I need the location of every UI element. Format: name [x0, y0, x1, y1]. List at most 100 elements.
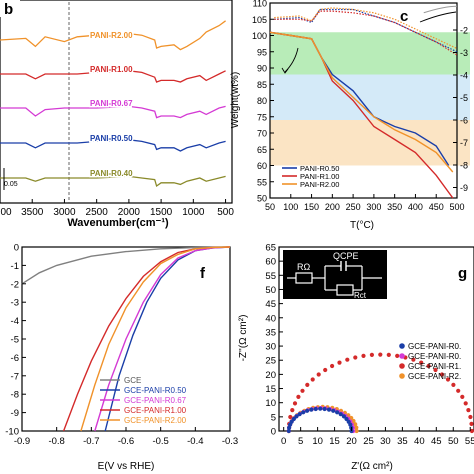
g-ytick-label-0: 65	[265, 243, 276, 254]
panel-f-legend: GCEGCE-PANI-R0.50GCE-PANI-R0.67GCE-PANI-…	[100, 376, 187, 425]
c-rtick-label-1: -3	[460, 48, 468, 58]
f-xtick-label-0: -0.9	[14, 436, 30, 447]
panel-f-xlabel: E(V vs RHE)	[98, 461, 155, 472]
panel-f-xticks: -0.9 -0.8 -0.7 -0.6 -0.5 -0.4 -0.3	[14, 427, 238, 447]
panel-c-bands	[270, 32, 470, 166]
ftir-line-0	[0, 20, 226, 51]
eis-point-2-22	[337, 360, 342, 365]
tga-line-2	[269, 31, 454, 173]
eis-point-2-11	[426, 363, 431, 369]
b-tick-label-6: 1000	[182, 207, 205, 218]
panel-c-curves	[269, 5, 458, 199]
eis-point-2-4	[463, 401, 468, 406]
panel-b-xlabel: Wavenumber(cm⁻¹)	[67, 217, 169, 229]
c-ytick-label-10: 60	[257, 161, 267, 171]
g-xtick-label-3: 15	[329, 436, 340, 447]
eis-point-2-31	[290, 408, 295, 413]
panel-f-yticks: 0 -1 -2 -3 -4 -5 -6 -7 -8 -9 -10	[5, 243, 26, 438]
lsv-line-0	[21, 246, 231, 285]
lsv-line-4	[80, 246, 231, 432]
f-ytick-label-10: -10	[5, 427, 19, 438]
g-xtick-label-2: 10	[312, 436, 323, 447]
g-legend-label-0: GCE-PANI-R0.	[408, 342, 461, 351]
eis-point-2-20	[353, 355, 358, 360]
ftir-label-0: PANI-R2.00	[90, 31, 133, 40]
g-xtick-label-6: 30	[380, 436, 391, 447]
circuit-label-r-omega: RΩ	[297, 262, 310, 272]
eis-point-2-16	[386, 352, 391, 357]
ftir-label-halo-3: PANI-R0.50	[90, 134, 133, 143]
b-tick-label-4: 2000	[118, 207, 141, 218]
eis-point-2-26	[310, 377, 315, 382]
c-xtick-label-3: 200	[325, 202, 340, 212]
panel-b-xticks: 00 3500 3000 2500 2000 1500 1000 500	[0, 199, 234, 218]
f-ytick-label-9: -9	[11, 408, 19, 419]
ftir-line-1	[0, 70, 226, 83]
eis-point-2-8	[445, 377, 451, 382]
eis-point-2-5	[460, 394, 465, 399]
eis-point-2-23	[330, 363, 335, 369]
panel-c-ylabel: Weight(wt%)	[230, 72, 241, 129]
eis-point-2-29	[296, 394, 301, 399]
lsv-line-2	[94, 246, 231, 432]
c-ytick-label-7: 75	[257, 112, 267, 122]
eis-point-2-7	[451, 382, 456, 387]
panel-f: 0-1-2-3-4-5-6-7-8-9-10 -0.9 -0.8 -0.7 -0.6-…	[5, 243, 238, 473]
eis-point-2-3	[466, 408, 471, 413]
g-ytick-label-1: 60	[265, 257, 276, 268]
g-legend-label-2: GCE-PANI-R1.	[408, 362, 461, 371]
panel-c-xticks: 50 100 150 200 250 300 350 400 450 500	[265, 194, 465, 212]
c-rtick-label-4: -6	[460, 116, 468, 126]
f-ytick-label-3: -3	[11, 298, 19, 309]
eis-point-2-32	[288, 414, 293, 420]
eis-point-2-9	[439, 372, 445, 377]
eis-point-2-30	[292, 401, 298, 406]
eis-point-2-19	[361, 353, 366, 358]
ftir-line-3	[0, 139, 226, 152]
ftir-label-2: PANI-R0.67	[90, 99, 133, 108]
f-legend-label-1: GCE-PANI-R0.50	[124, 386, 187, 395]
eis-point-0-13	[309, 407, 314, 412]
c-rtick-label-6: -8	[460, 161, 468, 171]
eis-point-0-21	[287, 425, 292, 430]
c-ytick-label-1: 105	[252, 15, 267, 25]
dtg-gray-line	[423, 5, 458, 14]
f-ytick-label-7: -7	[11, 371, 19, 382]
ftir-label-3: PANI-R0.50	[90, 134, 133, 143]
eis-point-0-12	[313, 406, 318, 412]
c-xtick-label-1: 100	[283, 202, 298, 212]
g-xtick-label-11: 55	[465, 436, 474, 447]
ftir-label-halo-0: PANI-R2.00	[90, 31, 133, 40]
f-xtick-label-2: -0.7	[83, 436, 99, 447]
c-xtick-label-8: 450	[429, 202, 444, 212]
c-legend-label-2: PANI-R2.00	[300, 180, 339, 189]
c-ytick-label-3: 95	[257, 47, 267, 57]
g-xtick-label-9: 45	[431, 436, 442, 447]
g-ytick-label-12: 5	[271, 412, 276, 423]
b-tick-label-3: 2500	[86, 207, 109, 218]
eis-point-2-10	[433, 367, 438, 373]
c-rtick-label-7: -9	[460, 183, 468, 193]
eis-point-2-1	[469, 421, 474, 426]
f-xtick-label-6: -0.3	[222, 436, 238, 447]
panel-g-ylabel: -Z''(Ω cm²)	[238, 315, 249, 362]
g-legend-label-1: GCE-PANI-R0.	[408, 352, 461, 361]
eis-point-2-25	[316, 372, 321, 377]
g-ytick-label-2: 55	[265, 271, 276, 282]
eis-point-0-7	[335, 410, 340, 415]
g-ytick-label-6: 35	[265, 327, 276, 338]
c-xtick-label-2: 150	[304, 202, 319, 212]
c-ytick-label-9: 65	[257, 145, 267, 155]
panel-b-curves	[0, 20, 226, 188]
eis-point-3-1	[354, 425, 359, 430]
g-legend-marker-0	[399, 343, 405, 349]
ftir-label-halo-1: PANI-R1.00	[90, 65, 133, 74]
panel-b-letter: b	[4, 1, 13, 18]
b-tick-label-2: 3000	[53, 207, 76, 218]
g-xtick-label-8: 40	[414, 436, 425, 447]
f-xtick-label-5: -0.4	[187, 436, 203, 447]
eis-point-0-15	[301, 410, 306, 415]
f-legend-label-0: GCE	[124, 376, 141, 385]
eis-point-2-6	[456, 388, 461, 393]
